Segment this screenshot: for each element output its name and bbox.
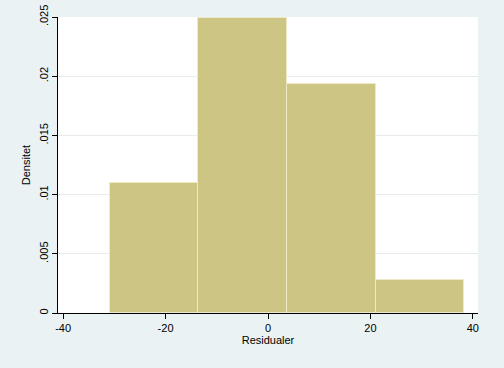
svg-text:.02: .02 <box>38 67 50 82</box>
svg-text:.01: .01 <box>38 185 50 200</box>
svg-text:0: 0 <box>265 322 271 334</box>
svg-text:-20: -20 <box>158 322 174 334</box>
svg-text:Residualer: Residualer <box>242 334 295 346</box>
svg-text:20: 20 <box>364 322 376 334</box>
svg-text:.005: .005 <box>38 241 50 262</box>
svg-text:-40: -40 <box>55 322 71 334</box>
svg-text:.015: .015 <box>38 123 50 144</box>
svg-text:.025: .025 <box>38 5 50 26</box>
svg-text:40: 40 <box>467 322 479 334</box>
svg-text:0: 0 <box>38 308 50 314</box>
svg-text:Densitet: Densitet <box>20 145 32 185</box>
